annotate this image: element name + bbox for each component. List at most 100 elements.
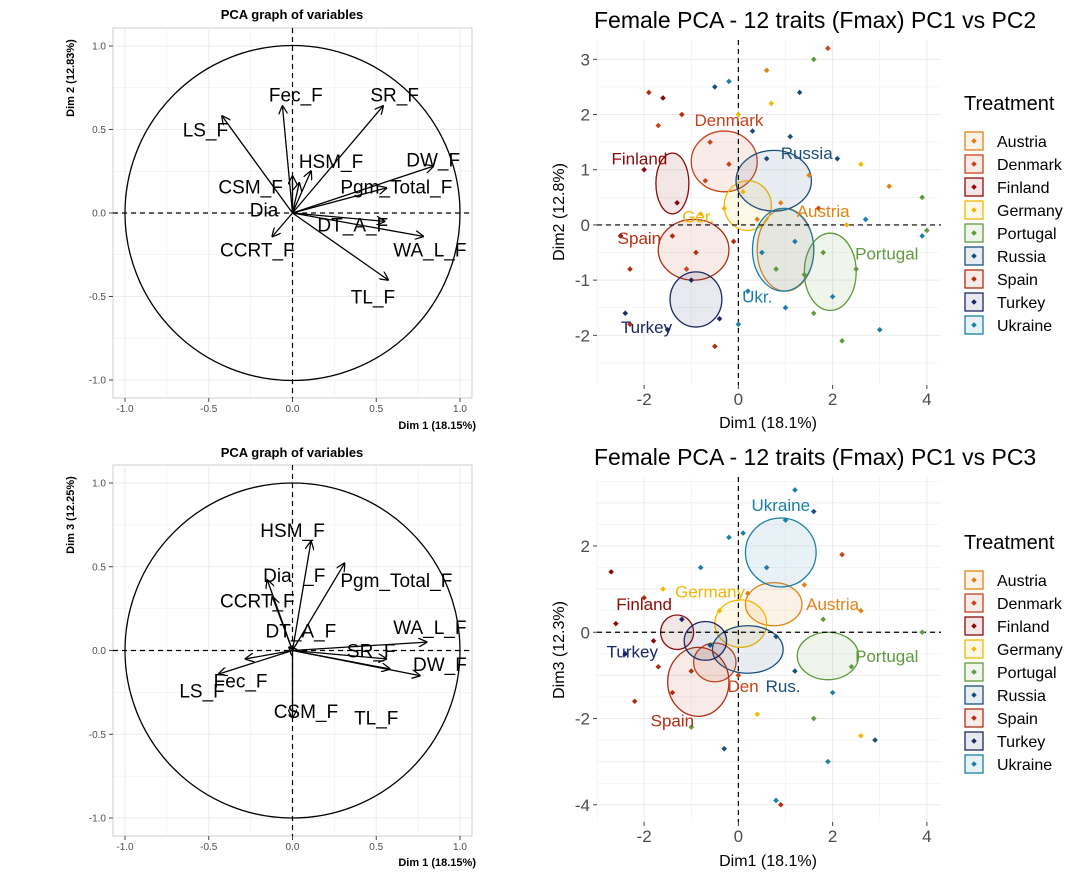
vector-label: CCRT_F	[220, 241, 295, 262]
panel3-xlabel: Dim 1 (18.15%)	[398, 857, 476, 869]
group-label-denmark: Denmark	[694, 111, 763, 130]
vector-DW_F	[292, 166, 434, 214]
ellipse-ukraine	[751, 207, 815, 292]
group-label-austria: Austria	[806, 595, 859, 614]
x-tick-label: 0.5	[369, 404, 383, 415]
point-austria	[858, 607, 864, 614]
legend-marker	[971, 715, 977, 721]
point-denmark	[839, 551, 845, 558]
ellipse-russia	[711, 625, 784, 674]
group-label-spain: Spain	[618, 229, 661, 248]
point-denmark	[726, 161, 732, 167]
point-spain	[669, 233, 676, 239]
point-russia	[792, 668, 798, 674]
legend-marker	[971, 276, 977, 282]
legend-marker	[971, 646, 977, 652]
ellipse-spain	[657, 218, 730, 281]
point-russia	[796, 89, 803, 96]
legend-marker	[971, 161, 977, 167]
legend-label-finland: Finland	[997, 180, 1049, 197]
vector-LS_F	[222, 116, 294, 214]
point-ukraine	[792, 238, 798, 245]
panel2-ylabel: Dim2 (12.8%)	[551, 163, 568, 261]
legend-label-finland: Finland	[997, 619, 1049, 636]
vector-label: Fec_F	[214, 672, 268, 693]
point-russia	[872, 737, 878, 743]
legend-title: Treatment	[964, 93, 1055, 115]
vector-label: CSM_F	[218, 177, 282, 198]
y-tick-label: -2	[575, 326, 590, 345]
point-denmark	[702, 177, 709, 184]
point-russia	[712, 84, 718, 90]
x-tick-label: 0	[734, 390, 743, 409]
point-spain	[688, 668, 695, 674]
vector-label: DT_A_F	[266, 621, 337, 642]
legend-marker	[971, 230, 977, 236]
point-spain	[669, 689, 676, 696]
point-austria	[886, 183, 892, 190]
panel-scatter-pc1-pc2: Female PCA - 12 traits (Fmax) PC1 vs PC2…	[551, 7, 1063, 432]
legend-marker	[971, 738, 977, 744]
legend-label-denmark: Denmark	[997, 157, 1063, 174]
legend-marker	[971, 761, 977, 767]
vector-label: Dia	[250, 201, 279, 222]
point-portugal	[810, 310, 817, 317]
group-label-ukraine: Ukr.	[742, 288, 772, 307]
legend-title: Treatment	[964, 532, 1055, 554]
panel4-ylabel: Dim3 (12.3%)	[551, 601, 568, 699]
vector-LS_F	[219, 649, 293, 674]
legend-label-turkey: Turkey	[997, 295, 1045, 312]
point-finland	[617, 233, 624, 239]
point-denmark	[683, 266, 690, 272]
vector-HSM_F	[291, 542, 311, 651]
panel1-plot: -1.0 -0.5 0.0 0.5 1.0 -1.0 -0.5 0.0 0.5 1.0 Fec_F S…	[89, 27, 473, 415]
point-germany	[754, 711, 761, 717]
legend-label-ukraine: Ukraine	[997, 757, 1052, 774]
group-label-germany: Ger.	[682, 208, 714, 227]
point-ukraine	[792, 487, 798, 493]
point-portugal	[919, 629, 925, 636]
point-ukraine	[825, 758, 831, 765]
ellipse-denmark	[690, 130, 758, 193]
legend-marker	[971, 253, 977, 259]
legend-marker	[971, 207, 977, 213]
legend-label-portugal: Portugal	[997, 665, 1057, 682]
legend-marker	[971, 623, 977, 629]
point-spain	[777, 801, 784, 808]
legend-label-germany: Germany	[997, 642, 1063, 659]
point-germany	[843, 222, 850, 228]
x-tick-label: 0	[734, 827, 743, 846]
point-germany	[660, 586, 666, 592]
vector-label: DW_F	[406, 151, 460, 172]
point-ukraine	[862, 216, 869, 223]
group-label-turkey: Turkey	[621, 318, 673, 337]
point-denmark	[707, 139, 713, 145]
legend-label-denmark: Denmark	[997, 596, 1063, 613]
point-spain	[712, 343, 718, 350]
legend-marker	[971, 299, 977, 305]
point-russia	[707, 642, 713, 648]
vector-Fec_F	[282, 106, 294, 214]
point-denmark	[815, 205, 822, 212]
group-label-russia: Russia	[781, 144, 834, 163]
y-tick-label: 0.0	[92, 646, 106, 657]
y-tick-label: 1.0	[92, 479, 106, 490]
group-label-portugal: Portugal	[855, 647, 918, 666]
point-spain	[655, 663, 662, 670]
point-portugal	[853, 266, 859, 272]
point-ukraine	[829, 293, 836, 300]
vector-label: CSM_F	[274, 702, 338, 723]
point-austria	[744, 590, 751, 597]
point-portugal	[773, 266, 779, 272]
vector-label: Dia	[263, 566, 292, 587]
panel-variables-dim1-dim2: PCA graph of variables -1.0 -0.5 0.0 0.5 1.0…	[65, 7, 476, 432]
ellipse-finland	[655, 152, 690, 215]
point-turkey	[664, 327, 671, 333]
y-tick-label: 0.5	[92, 562, 106, 573]
legend-marker	[971, 669, 977, 675]
point-turkey	[716, 315, 723, 322]
point-ukraine	[782, 304, 789, 311]
point-finland	[608, 569, 614, 575]
y-tick-label: 0	[581, 623, 590, 642]
